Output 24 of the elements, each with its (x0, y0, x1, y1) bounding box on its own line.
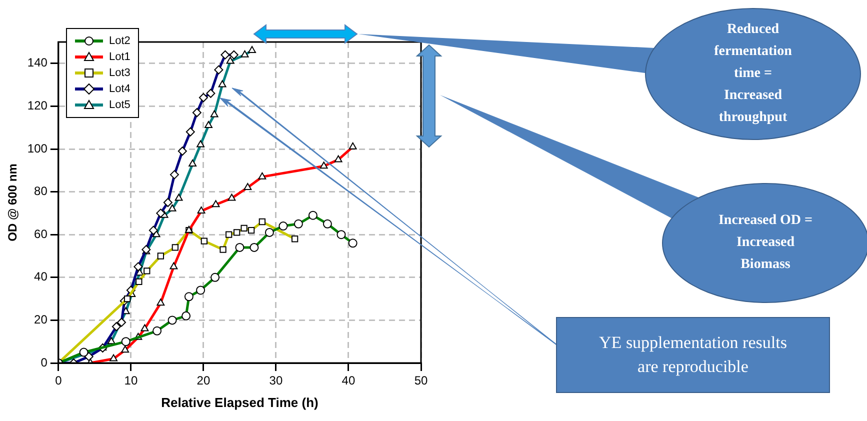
legend-label: Lot5 (109, 99, 130, 111)
text: Increased OD = Increased Biomass (717, 212, 814, 274)
legend-label: Lot4 (109, 83, 130, 95)
legend-label: Lot1 (109, 51, 130, 63)
legend-label: Lot3 (109, 67, 130, 79)
y-tick-label: 120 (27, 98, 48, 113)
text: YE supplementation results are reproducible (598, 332, 788, 378)
y-tick-label: 0 (40, 355, 48, 370)
y-tick-label: 80 (34, 184, 48, 198)
y-tick-label: 140 (27, 56, 48, 70)
x-tick-label: 50 (414, 374, 428, 388)
x-tick-label: 20 (196, 374, 210, 388)
x-tick-label: 40 (342, 374, 356, 388)
y-tick-label: 100 (27, 141, 48, 156)
y-tick-label: 60 (34, 226, 48, 241)
y-tick-label: 40 (34, 270, 48, 284)
x-tick-label: 0 (55, 374, 62, 388)
x-tick-label: 30 (269, 374, 283, 388)
legend-label: Lot2 (109, 35, 130, 47)
y-axis-title: OD @ 600 nm (6, 164, 20, 242)
y-tick-label: 20 (34, 312, 48, 327)
x-tick-label: 10 (124, 374, 138, 388)
x-axis-title: Relative Elapsed Time (h) (161, 394, 318, 410)
text: Reduced fermentation time = Increased throughput (713, 21, 793, 127)
